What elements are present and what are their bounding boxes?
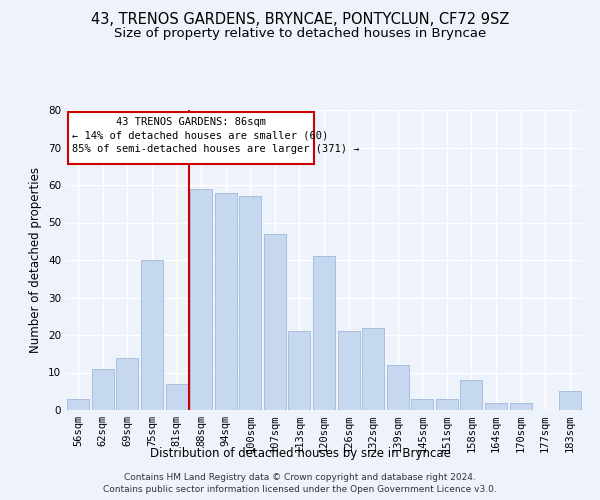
Bar (313, 256, 335, 410)
FancyBboxPatch shape (68, 112, 314, 164)
Bar (509, 402, 532, 410)
Bar (289, 331, 310, 410)
Bar (436, 399, 458, 410)
Text: Contains public sector information licensed under the Open Government Licence v3: Contains public sector information licen… (103, 485, 497, 494)
Text: 43 TRENOS GARDENS: 86sqm: 43 TRENOS GARDENS: 86sqm (116, 117, 266, 127)
Text: Distribution of detached houses by size in Bryncae: Distribution of detached houses by size … (149, 448, 451, 460)
Bar (116, 358, 139, 410)
Text: ← 14% of detached houses are smaller (60): ← 14% of detached houses are smaller (60… (72, 130, 328, 140)
Bar (559, 391, 581, 410)
Bar (362, 328, 384, 410)
Text: 85% of semi-detached houses are larger (371) →: 85% of semi-detached houses are larger (… (72, 144, 359, 154)
Bar (485, 402, 507, 410)
Text: 43, TRENOS GARDENS, BRYNCAE, PONTYCLUN, CF72 9SZ: 43, TRENOS GARDENS, BRYNCAE, PONTYCLUN, … (91, 12, 509, 28)
Bar (190, 188, 212, 410)
Text: Size of property relative to detached houses in Bryncae: Size of property relative to detached ho… (114, 28, 486, 40)
Bar (92, 369, 114, 410)
Bar (338, 331, 359, 410)
Bar (411, 399, 433, 410)
Bar (460, 380, 482, 410)
Text: Contains HM Land Registry data © Crown copyright and database right 2024.: Contains HM Land Registry data © Crown c… (124, 472, 476, 482)
Bar (239, 196, 262, 410)
Bar (264, 234, 286, 410)
Bar (67, 399, 89, 410)
Bar (166, 384, 188, 410)
Y-axis label: Number of detached properties: Number of detached properties (29, 167, 43, 353)
Bar (386, 365, 409, 410)
Bar (141, 260, 163, 410)
Bar (215, 192, 237, 410)
